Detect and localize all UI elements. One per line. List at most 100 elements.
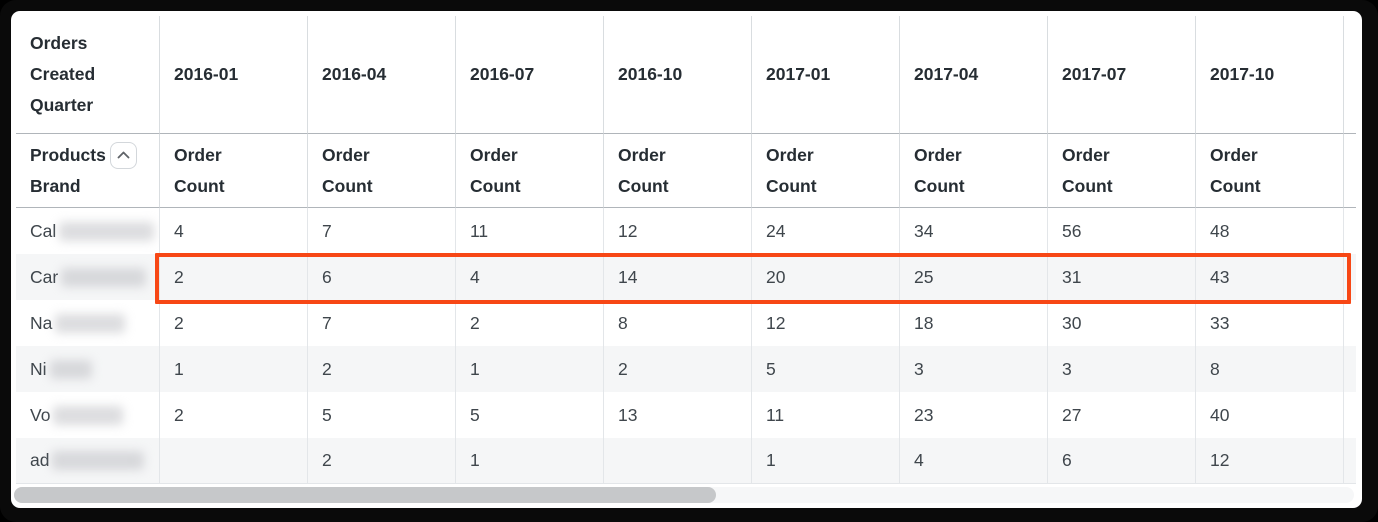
measure-header[interactable]: Order Count [308, 134, 456, 208]
order-count-cell[interactable]: 1 [456, 438, 604, 484]
order-count-cell[interactable]: 31 [1048, 254, 1196, 300]
order-count-cell[interactable]: 13 [604, 392, 752, 438]
order-count-cell[interactable]: 8 [1196, 346, 1344, 392]
table-row: Na 2 7 2 8 12 18 30 33 [16, 300, 1356, 346]
measure-header[interactable]: Order Count [456, 134, 604, 208]
order-count-cell[interactable]: 33 [1196, 300, 1344, 346]
chevron-up-icon [117, 151, 130, 159]
row-label-prefix: Ni [30, 358, 47, 379]
quarter-header[interactable]: 2017-01 [752, 16, 900, 134]
order-count-cell[interactable]: 24 [752, 208, 900, 254]
order-count-cell[interactable]: 14 [604, 254, 752, 300]
order-count-cell[interactable]: 8 [604, 300, 752, 346]
row-label-prefix: Car [30, 266, 59, 287]
order-count-cell[interactable]: 2 [456, 300, 604, 346]
order-count-cell[interactable]: 12 [604, 208, 752, 254]
order-count-cell[interactable]: 20 [752, 254, 900, 300]
order-count-cell[interactable]: 2 [604, 346, 752, 392]
horizontal-scrollbar-thumb[interactable] [14, 487, 716, 503]
row-label-prefix: Cal [30, 220, 57, 241]
order-count-cell[interactable]: 1 [456, 346, 604, 392]
partial-column-cell [1344, 346, 1356, 392]
order-count-cell[interactable]: 2 [308, 438, 456, 484]
order-count-cell[interactable]: 6 [1048, 438, 1196, 484]
order-count-cell[interactable]: 2 [160, 300, 308, 346]
quarter-header[interactable]: 2016-04 [308, 16, 456, 134]
quarter-header[interactable]: 2017-10 [1196, 16, 1344, 134]
table-body: Cal 4 7 11 12 24 34 56 48 Car 2 6 4 14 20 25 31 43 Na 2 7 2 8 1… [16, 208, 1356, 484]
redacted-text [52, 451, 145, 470]
table-row: Car 2 6 4 14 20 25 31 43 [16, 254, 1356, 300]
row-label[interactable]: Car [16, 254, 160, 300]
quarter-header[interactable]: 2017-07 [1048, 16, 1196, 134]
table-row: Ni 1 2 1 2 5 3 3 8 [16, 346, 1356, 392]
quarter-header[interactable]: 2016-07 [456, 16, 604, 134]
order-count-cell[interactable]: 34 [900, 208, 1048, 254]
row-label[interactable]: Ni [16, 346, 160, 392]
order-count-cell[interactable]: 25 [900, 254, 1048, 300]
row-label[interactable]: ad [16, 438, 160, 484]
order-count-cell[interactable]: 3 [1048, 346, 1196, 392]
order-count-cell[interactable]: 6 [308, 254, 456, 300]
row-label[interactable]: Na [16, 300, 160, 346]
table-row: Vo 2 5 5 13 11 23 27 40 [16, 392, 1356, 438]
partial-column-cell [1344, 208, 1356, 254]
table-row: ad 2 1 1 4 6 12 [16, 438, 1356, 484]
quarter-header[interactable]: 2017-04 [900, 16, 1048, 134]
order-count-cell[interactable] [604, 438, 752, 484]
measure-header[interactable]: Order Count [1048, 134, 1196, 208]
collapse-header-button[interactable] [109, 141, 137, 169]
measure-header[interactable]: Order Count [900, 134, 1048, 208]
data-table-panel: Orders Created Quarter 2016-01 2016-04 2… [11, 11, 1362, 508]
order-count-cell[interactable]: 2 [160, 392, 308, 438]
partial-column [1344, 134, 1356, 208]
order-count-cell[interactable]: 2 [308, 346, 456, 392]
order-count-cell[interactable]: 12 [752, 300, 900, 346]
order-count-cell[interactable]: 43 [1196, 254, 1344, 300]
row-label-prefix: Vo [30, 404, 51, 425]
measure-header[interactable]: Order Count [752, 134, 900, 208]
order-count-cell[interactable]: 11 [752, 392, 900, 438]
partial-column-cell [1344, 300, 1356, 346]
partial-column [1344, 16, 1356, 134]
order-count-cell[interactable]: 40 [1196, 392, 1344, 438]
order-count-cell[interactable]: 12 [1196, 438, 1344, 484]
order-count-cell[interactable]: 30 [1048, 300, 1196, 346]
partial-column-cell [1344, 392, 1356, 438]
redacted-text [59, 221, 155, 241]
row-label-prefix: ad [30, 450, 50, 470]
measure-header[interactable]: Order Count [1196, 134, 1344, 208]
row-dimension-label-line2: Brand [30, 175, 81, 196]
order-count-cell[interactable]: 3 [900, 346, 1048, 392]
order-count-cell[interactable]: 1 [752, 438, 900, 484]
order-count-cell[interactable]: 4 [900, 438, 1048, 484]
table-row: Cal 4 7 11 12 24 34 56 48 [16, 208, 1356, 254]
quarter-header[interactable]: 2016-10 [604, 16, 752, 134]
order-count-cell[interactable]: 7 [308, 208, 456, 254]
redacted-text [49, 359, 92, 379]
horizontal-scrollbar-track[interactable] [14, 487, 1354, 503]
order-count-cell[interactable]: 2 [160, 254, 308, 300]
order-count-cell[interactable] [160, 438, 308, 484]
quarter-header[interactable]: 2016-01 [160, 16, 308, 134]
order-count-cell[interactable]: 11 [456, 208, 604, 254]
order-count-cell[interactable]: 56 [1048, 208, 1196, 254]
order-count-cell[interactable]: 27 [1048, 392, 1196, 438]
redacted-text [53, 405, 124, 425]
order-count-cell[interactable]: 5 [752, 346, 900, 392]
order-count-cell[interactable]: 23 [900, 392, 1048, 438]
measure-header[interactable]: Order Count [604, 134, 752, 208]
order-count-cell[interactable]: 1 [160, 346, 308, 392]
measure-header[interactable]: Order Count [160, 134, 308, 208]
order-count-cell[interactable]: 4 [160, 208, 308, 254]
row-label[interactable]: Vo [16, 392, 160, 438]
order-count-cell[interactable]: 4 [456, 254, 604, 300]
order-count-cell[interactable]: 48 [1196, 208, 1344, 254]
order-count-cell[interactable]: 18 [900, 300, 1048, 346]
partial-column-cell [1344, 438, 1356, 484]
order-count-cell[interactable]: 7 [308, 300, 456, 346]
order-count-cell[interactable]: 5 [456, 392, 604, 438]
row-label[interactable]: Cal [16, 208, 160, 254]
order-count-cell[interactable]: 5 [308, 392, 456, 438]
